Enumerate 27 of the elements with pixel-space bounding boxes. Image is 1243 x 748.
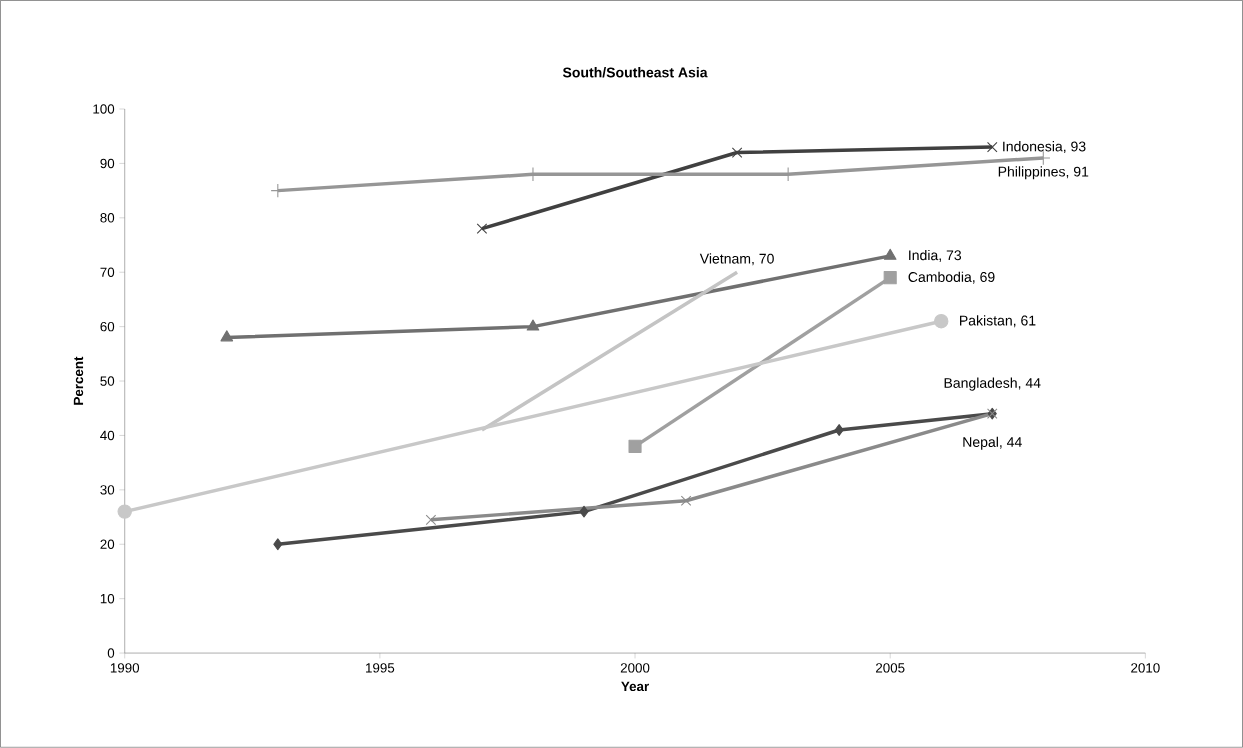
x-axis-title: Year	[621, 681, 649, 692]
annotation: Cambodia, 69	[908, 271, 995, 284]
y-tick-label: 20	[100, 539, 115, 550]
y-tick-label: 0	[107, 648, 115, 658]
y-tick-label: 40	[100, 430, 115, 441]
x-tick-label: 1995	[366, 663, 395, 673]
annotation: Pakistan, 61	[960, 315, 1036, 328]
annotation: Indonesia, 93	[1003, 141, 1086, 154]
y-tick-label: 80	[100, 213, 115, 223]
y-tick-label: 50	[100, 376, 115, 386]
y-tick-label: 30	[100, 485, 115, 495]
chart-title: South/Southeast Asia	[562, 67, 708, 78]
annotation: Vietnam, 70	[699, 253, 774, 266]
y-tick-label: 10	[100, 594, 115, 604]
y-tick-label: 70	[100, 267, 115, 278]
annotation: India, 73	[909, 250, 962, 263]
x-tick-label: 1990	[110, 663, 140, 673]
y-tick-label: 90	[100, 158, 115, 169]
x-tick-label: 2000	[620, 663, 650, 673]
x-tick-label: 2005	[876, 663, 905, 673]
y-tick-label: 100	[93, 104, 115, 114]
annotation: Bangladesh, 44	[944, 377, 1041, 391]
x-tick-label: 2010	[1131, 663, 1160, 673]
y-tick-label: 60	[100, 322, 115, 332]
y-axis-title: Percent	[73, 356, 84, 405]
annotation: Nepal, 44	[963, 436, 1022, 450]
annotation: Philippines, 91	[998, 166, 1089, 180]
